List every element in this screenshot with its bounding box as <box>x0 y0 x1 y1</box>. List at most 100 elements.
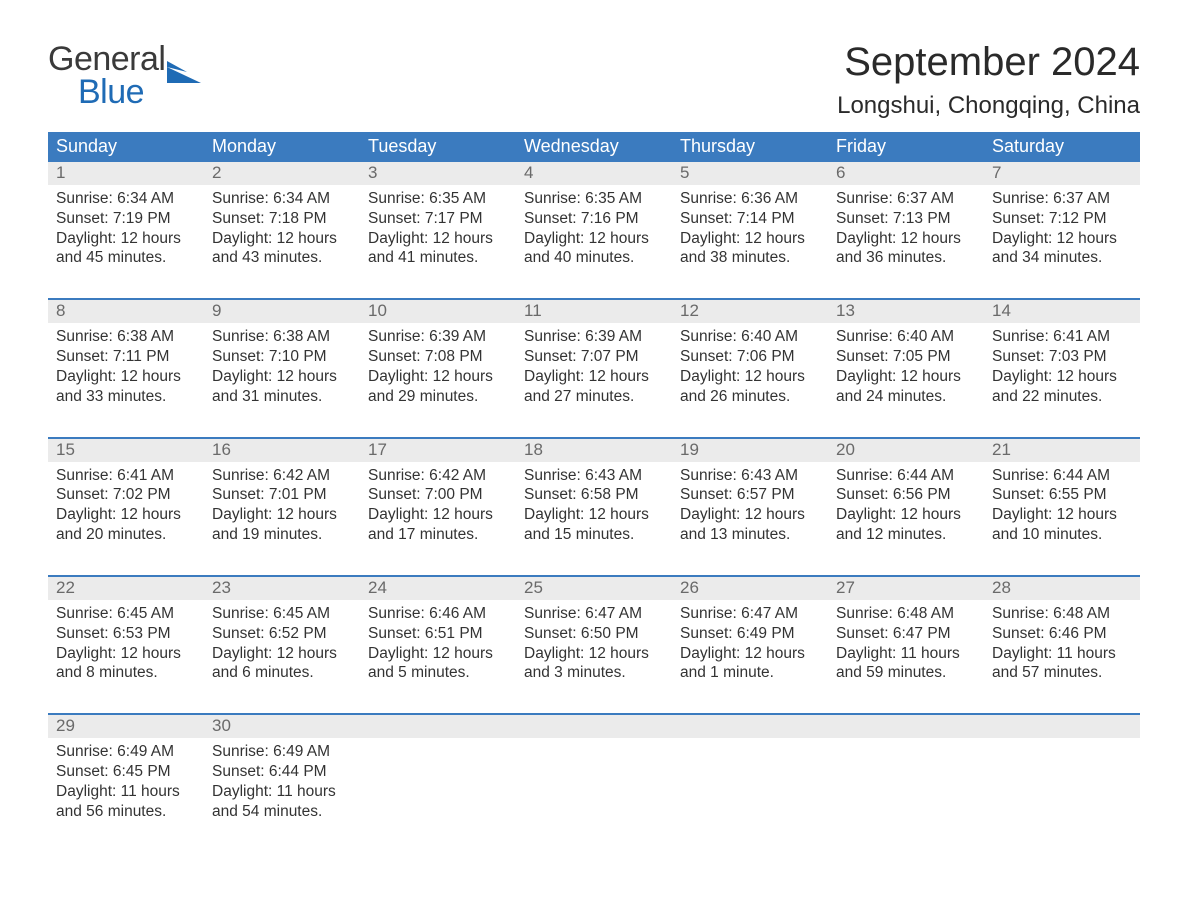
daylight-text-line2: and 54 minutes. <box>212 802 352 822</box>
day-number: 10 <box>360 300 516 323</box>
daylight-text-line1: Daylight: 12 hours <box>212 229 352 249</box>
daylight-text-line1: Daylight: 12 hours <box>524 229 664 249</box>
sunrise-text: Sunrise: 6:40 AM <box>836 327 976 347</box>
daylight-text-line2: and 41 minutes. <box>368 248 508 268</box>
sunrise-text: Sunrise: 6:46 AM <box>368 604 508 624</box>
sunset-text: Sunset: 7:01 PM <box>212 485 352 505</box>
day-cell: Sunrise: 6:41 AMSunset: 7:02 PMDaylight:… <box>48 462 204 545</box>
weekday-header: Tuesday <box>360 132 516 162</box>
daylight-text-line1: Daylight: 12 hours <box>368 505 508 525</box>
daylight-text-line2: and 45 minutes. <box>56 248 196 268</box>
daylight-text-line2: and 59 minutes. <box>836 663 976 683</box>
day-cell: Sunrise: 6:48 AMSunset: 6:46 PMDaylight:… <box>984 600 1140 683</box>
daylight-text-line2: and 20 minutes. <box>56 525 196 545</box>
sunset-text: Sunset: 6:52 PM <box>212 624 352 644</box>
sunset-text: Sunset: 7:16 PM <box>524 209 664 229</box>
day-number <box>672 715 828 738</box>
day-cell: Sunrise: 6:34 AMSunset: 7:19 PMDaylight:… <box>48 185 204 268</box>
daylight-text-line1: Daylight: 12 hours <box>992 229 1132 249</box>
sunrise-text: Sunrise: 6:35 AM <box>524 189 664 209</box>
daylight-text-line2: and 10 minutes. <box>992 525 1132 545</box>
daylight-text-line1: Daylight: 11 hours <box>212 782 352 802</box>
daylight-text-line2: and 3 minutes. <box>524 663 664 683</box>
day-cell: Sunrise: 6:47 AMSunset: 6:49 PMDaylight:… <box>672 600 828 683</box>
sunrise-text: Sunrise: 6:34 AM <box>56 189 196 209</box>
day-cell: Sunrise: 6:39 AMSunset: 7:07 PMDaylight:… <box>516 323 672 406</box>
daylight-text-line1: Daylight: 12 hours <box>836 505 976 525</box>
daylight-text-line1: Daylight: 11 hours <box>56 782 196 802</box>
sunset-text: Sunset: 7:11 PM <box>56 347 196 367</box>
sunrise-text: Sunrise: 6:43 AM <box>524 466 664 486</box>
weekday-header: Sunday <box>48 132 204 162</box>
day-number: 23 <box>204 577 360 600</box>
day-cell: Sunrise: 6:49 AMSunset: 6:45 PMDaylight:… <box>48 738 204 821</box>
calendar: Sunday Monday Tuesday Wednesday Thursday… <box>48 132 1140 822</box>
daylight-text-line2: and 24 minutes. <box>836 387 976 407</box>
day-number: 5 <box>672 162 828 185</box>
day-cell: Sunrise: 6:48 AMSunset: 6:47 PMDaylight:… <box>828 600 984 683</box>
day-number: 12 <box>672 300 828 323</box>
month-title: September 2024 <box>837 40 1140 84</box>
sunset-text: Sunset: 7:05 PM <box>836 347 976 367</box>
sunset-text: Sunset: 7:06 PM <box>680 347 820 367</box>
week-row: 1234567Sunrise: 6:34 AMSunset: 7:19 PMDa… <box>48 162 1140 268</box>
sunrise-text: Sunrise: 6:35 AM <box>368 189 508 209</box>
sunrise-text: Sunrise: 6:41 AM <box>56 466 196 486</box>
daylight-text-line1: Daylight: 12 hours <box>56 505 196 525</box>
day-cell: Sunrise: 6:37 AMSunset: 7:13 PMDaylight:… <box>828 185 984 268</box>
day-number: 29 <box>48 715 204 738</box>
daylight-text-line2: and 22 minutes. <box>992 387 1132 407</box>
day-number: 25 <box>516 577 672 600</box>
sunrise-text: Sunrise: 6:36 AM <box>680 189 820 209</box>
daylight-text-line1: Daylight: 12 hours <box>836 229 976 249</box>
daylight-text-line1: Daylight: 12 hours <box>680 505 820 525</box>
sunrise-text: Sunrise: 6:37 AM <box>836 189 976 209</box>
day-number: 6 <box>828 162 984 185</box>
page: General Blue September 2024 Longshui, Ch… <box>0 0 1188 870</box>
week-row: 22232425262728Sunrise: 6:45 AMSunset: 6:… <box>48 575 1140 683</box>
day-cell: Sunrise: 6:49 AMSunset: 6:44 PMDaylight:… <box>204 738 360 821</box>
day-cell: Sunrise: 6:47 AMSunset: 6:50 PMDaylight:… <box>516 600 672 683</box>
daylight-text-line1: Daylight: 12 hours <box>212 644 352 664</box>
day-number: 13 <box>828 300 984 323</box>
day-cell: Sunrise: 6:45 AMSunset: 6:52 PMDaylight:… <box>204 600 360 683</box>
daylight-text-line2: and 6 minutes. <box>212 663 352 683</box>
day-number: 27 <box>828 577 984 600</box>
daylight-text-line2: and 40 minutes. <box>524 248 664 268</box>
daylight-text-line1: Daylight: 12 hours <box>212 505 352 525</box>
sunset-text: Sunset: 7:18 PM <box>212 209 352 229</box>
daylight-text-line2: and 12 minutes. <box>836 525 976 545</box>
day-number: 2 <box>204 162 360 185</box>
day-number: 22 <box>48 577 204 600</box>
daylight-text-line1: Daylight: 12 hours <box>368 367 508 387</box>
week-row: 2930Sunrise: 6:49 AMSunset: 6:45 PMDayli… <box>48 713 1140 821</box>
daylight-text-line2: and 43 minutes. <box>212 248 352 268</box>
daylight-text-line1: Daylight: 12 hours <box>680 367 820 387</box>
daylight-text-line1: Daylight: 12 hours <box>524 644 664 664</box>
daylight-text-line1: Daylight: 12 hours <box>524 505 664 525</box>
day-cell: Sunrise: 6:40 AMSunset: 7:05 PMDaylight:… <box>828 323 984 406</box>
day-number: 15 <box>48 439 204 462</box>
weekday-header: Saturday <box>984 132 1140 162</box>
daylight-text-line1: Daylight: 12 hours <box>368 644 508 664</box>
daylight-text-line2: and 57 minutes. <box>992 663 1132 683</box>
day-number: 1 <box>48 162 204 185</box>
day-number: 9 <box>204 300 360 323</box>
sunset-text: Sunset: 6:45 PM <box>56 762 196 782</box>
weekday-header: Thursday <box>672 132 828 162</box>
day-number: 26 <box>672 577 828 600</box>
day-number: 19 <box>672 439 828 462</box>
sunrise-text: Sunrise: 6:38 AM <box>212 327 352 347</box>
daylight-text-line1: Daylight: 12 hours <box>56 229 196 249</box>
sunset-text: Sunset: 6:49 PM <box>680 624 820 644</box>
day-cell: Sunrise: 6:38 AMSunset: 7:10 PMDaylight:… <box>204 323 360 406</box>
sunset-text: Sunset: 6:51 PM <box>368 624 508 644</box>
sunrise-text: Sunrise: 6:39 AM <box>368 327 508 347</box>
day-cell: Sunrise: 6:35 AMSunset: 7:16 PMDaylight:… <box>516 185 672 268</box>
daylight-text-line2: and 38 minutes. <box>680 248 820 268</box>
sunrise-text: Sunrise: 6:45 AM <box>56 604 196 624</box>
day-number: 30 <box>204 715 360 738</box>
daylight-text-line1: Daylight: 12 hours <box>992 367 1132 387</box>
sunrise-text: Sunrise: 6:44 AM <box>992 466 1132 486</box>
daylight-text-line2: and 17 minutes. <box>368 525 508 545</box>
